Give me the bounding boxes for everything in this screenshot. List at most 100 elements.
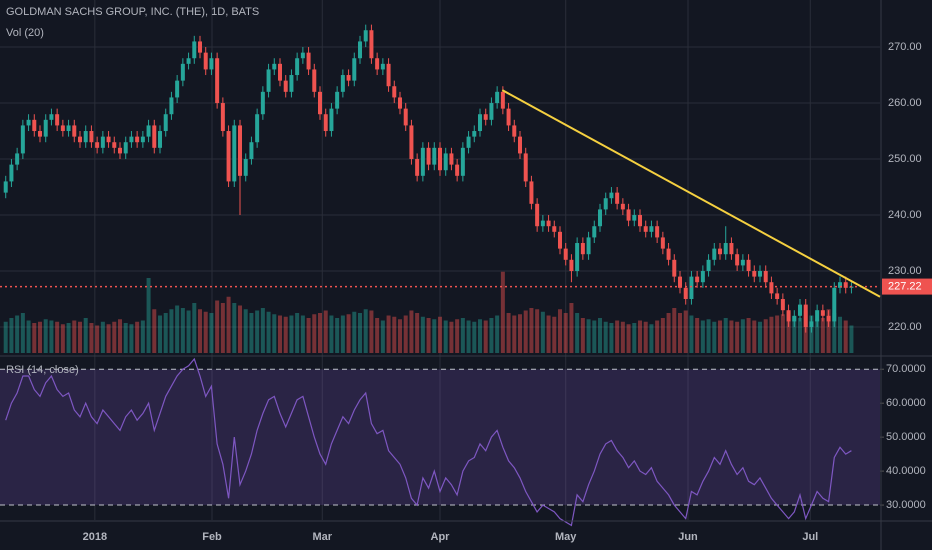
y-tick-label: 220.00 (888, 321, 922, 333)
candle-body (586, 237, 591, 255)
candle-body (660, 237, 665, 249)
candle-body (209, 58, 214, 70)
candle-body (100, 136, 105, 148)
candle-body (483, 114, 488, 120)
rsi-pane (0, 357, 884, 527)
candle-body (518, 136, 522, 154)
volume-bar (318, 313, 322, 353)
candle-body (180, 63, 185, 81)
volume-bar (403, 315, 408, 353)
candle-body (523, 153, 528, 182)
last-price-box (882, 278, 932, 295)
candle-body (638, 215, 642, 227)
volume-bar (346, 314, 351, 353)
volume-bar (323, 310, 328, 353)
candle-body (540, 220, 545, 227)
volume-bar (432, 319, 437, 353)
volume-bar (375, 318, 380, 353)
candle-body (220, 103, 225, 132)
candle-body (632, 215, 637, 221)
candle-body (398, 97, 402, 109)
volume-bar (780, 314, 785, 353)
candle-body (203, 52, 208, 70)
candle-body (249, 142, 254, 160)
candle-body (415, 159, 420, 176)
volume-bar (295, 313, 300, 353)
last-price-label: 227.22 (888, 280, 922, 292)
volume-bar (386, 315, 391, 353)
volume-bar (283, 316, 288, 353)
volume-bar (769, 316, 774, 353)
candle-body (83, 131, 88, 143)
candle-body (375, 58, 380, 70)
volume-bar (672, 308, 677, 353)
candle-body (729, 243, 734, 255)
candle-body (15, 153, 20, 165)
candle-body (780, 299, 785, 311)
candle-body (38, 131, 42, 137)
volume-bar (15, 315, 20, 353)
volume-bar (746, 318, 751, 353)
candle-body (598, 209, 602, 227)
volume-bar (129, 324, 134, 353)
volume-bar (380, 320, 385, 353)
volume-bar (289, 315, 294, 353)
candle-body (478, 114, 482, 132)
rsi-line (5, 357, 852, 527)
volume-bar (529, 308, 534, 353)
candle-body (55, 114, 60, 126)
candle-body (232, 125, 237, 182)
candle-body (140, 136, 145, 143)
candle-body (626, 209, 631, 221)
volume-bar (426, 318, 431, 353)
volume-bar (552, 316, 557, 353)
candle-body (169, 97, 174, 115)
candle-body (403, 108, 408, 126)
candle-body (815, 310, 820, 322)
volume-bar (152, 309, 157, 353)
candle-body (569, 259, 574, 272)
volume-bar (135, 321, 140, 353)
rsi-tick-label: 40.0000 (886, 465, 926, 477)
volume-bar (712, 321, 717, 353)
volume-bar (683, 310, 688, 353)
volume-bar (123, 323, 128, 353)
volume-bar (643, 321, 648, 353)
volume-bar (740, 319, 745, 353)
candle-body (346, 75, 351, 81)
candle-body (552, 226, 557, 232)
candle-body (226, 131, 231, 182)
volume-bars (3, 271, 854, 353)
volume-bar (163, 313, 168, 353)
candle-body (272, 63, 277, 70)
candle-body (20, 125, 25, 154)
volume-bar (695, 318, 700, 353)
candle-body (580, 243, 585, 255)
volume-bar (518, 314, 522, 353)
candle-body (466, 136, 471, 148)
candle-body (706, 259, 711, 272)
volume-bar (43, 319, 48, 353)
x-tick-label: May (555, 531, 577, 543)
candle-body (758, 271, 762, 277)
volume-bar (689, 315, 694, 353)
candle-body (529, 181, 534, 204)
volume-bar (329, 315, 334, 353)
volume-bar (523, 310, 528, 353)
volume-bar (26, 320, 31, 353)
volume-bar (55, 321, 60, 353)
volume-bar (312, 314, 317, 353)
volume-bar (729, 320, 734, 353)
volume-bar (209, 313, 214, 353)
volume-bar (198, 309, 202, 353)
candle-body (786, 310, 791, 322)
volume-bar (278, 315, 282, 353)
volume-bar (660, 318, 665, 353)
volume-bar (255, 310, 260, 353)
candle-body (820, 310, 825, 316)
candle-body (620, 203, 625, 210)
volume-bar (66, 323, 71, 353)
candle-body (735, 254, 740, 266)
